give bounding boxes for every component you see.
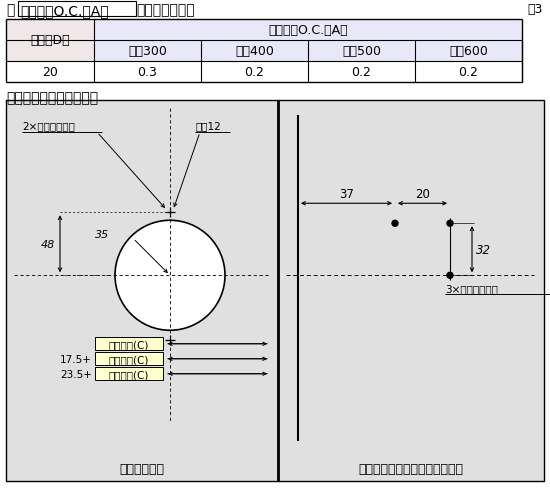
Text: 扉幅400: 扉幅400 (235, 45, 274, 58)
Bar (6, 62, 522, 83)
Bar (6, 20, 94, 62)
Text: 3×取付ねじ下穴: 3×取付ねじ下穴 (445, 284, 498, 294)
Text: 20: 20 (42, 66, 58, 79)
Text: 扉幅500: 扉幅500 (342, 45, 381, 58)
Text: 0.2: 0.2 (459, 66, 478, 79)
Text: カット量(C): カット量(C) (109, 339, 149, 349)
Text: 扉幅300: 扉幅300 (128, 45, 167, 58)
Text: 23.5+: 23.5+ (60, 369, 92, 379)
Text: 48: 48 (41, 239, 55, 249)
Text: 深さ12: 深さ12 (195, 121, 221, 131)
Bar (6, 101, 544, 481)
Text: カップ取付穴: カップ取付穴 (119, 462, 164, 475)
Bar (95, 353, 163, 366)
Bar (94, 20, 522, 41)
Circle shape (447, 221, 453, 227)
Circle shape (392, 221, 398, 227)
Text: 扉幅600: 扉幅600 (449, 45, 488, 58)
Text: 【: 【 (6, 3, 14, 17)
Text: カット量(C): カット量(C) (109, 369, 149, 379)
Text: 0.2: 0.2 (351, 66, 371, 79)
Text: 扉厚（D）: 扉厚（D） (30, 35, 70, 48)
Text: 35: 35 (95, 230, 109, 240)
Text: マウンティングプレート取付穴: マウンティングプレート取付穴 (359, 462, 464, 475)
Text: 20: 20 (415, 188, 430, 201)
Text: 扉先端のO.C.（A）: 扉先端のO.C.（A） (20, 4, 109, 18)
Bar (18, 2, 136, 17)
Text: 扉先端のO.C.（A）: 扉先端のO.C.（A） (268, 24, 348, 37)
Bar (95, 338, 163, 351)
Bar (95, 368, 163, 380)
Text: 【扉加工】（木製扉用）: 【扉加工】（木製扉用） (6, 91, 98, 105)
Text: 表3: 表3 (527, 3, 543, 16)
Text: 2×取付ねじ下穴: 2×取付ねじ下穴 (22, 121, 75, 131)
Circle shape (447, 273, 453, 279)
Bar (94, 41, 522, 62)
Text: 0.2: 0.2 (245, 66, 265, 79)
Text: 32: 32 (476, 243, 491, 256)
Text: カット量(C): カット量(C) (109, 354, 149, 364)
Text: と扉幅の関係】: と扉幅の関係】 (136, 3, 195, 17)
Text: 0.3: 0.3 (138, 66, 157, 79)
Circle shape (115, 221, 225, 331)
Text: 17.5+: 17.5+ (60, 354, 92, 364)
Text: 37: 37 (339, 188, 354, 201)
